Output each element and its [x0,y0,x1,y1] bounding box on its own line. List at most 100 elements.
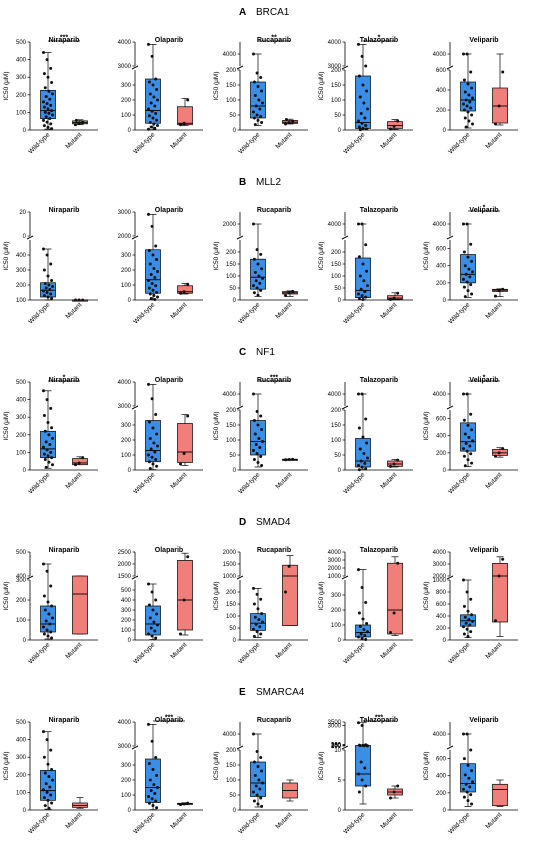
wildtype-point [463,773,467,777]
y-tick-label: 100 [121,628,132,634]
mutant-point [74,463,77,467]
wildtype-point [467,776,471,780]
y-tick-label: 0 [128,808,132,814]
panel-gene-brca1: BRCA1 [256,7,290,18]
y-tick-label: 4000 [118,720,132,726]
wildtype-point [51,463,54,467]
mutant-box [72,575,88,635]
subplot-e-niraparib: Niraparib 0 100 200 300 400 500 IC50 (μM) Wild-t… [3,717,98,836]
wildtype-point [156,124,159,127]
y-axis-label: IC50 (μM) [3,751,10,780]
wildtype-point [254,784,258,788]
wildtype-point [260,804,264,808]
wildtype-point [462,52,465,56]
wildtype-point [156,98,159,102]
wildtype-point [50,426,54,430]
y-tick-label: 4000 [223,732,237,738]
axis-break-mark [341,405,349,410]
subplot-e-rucaparib: Rucaparib 0 50 100 150 200 4000 IC50 (μM) Wild-t… [213,717,308,836]
y-tick-label: 0 [23,128,27,134]
wildtype-point [147,603,151,607]
wildtype-point [366,284,369,288]
wildtype-point [469,106,473,110]
wildtype-point [150,797,154,801]
wildtype-point [47,460,51,464]
y-tick-label: 0 [233,468,237,474]
subplot-b-olaparib: Olaparib 0 100 200 300 2000 3000 Wild-type Mutan… [118,207,203,326]
wildtype-point [357,635,360,639]
wildtype-category-label: Wild-type [27,301,51,325]
wildtype-point [45,253,49,257]
y-tick-label: 400 [16,398,27,404]
wildtype-point [463,295,467,299]
y-tick-label: 50 [229,793,236,799]
panel-gene-mll2: MLL2 [256,177,281,188]
wildtype-point [148,467,152,470]
wildtype-point [252,627,255,631]
wildtype-point [465,590,469,594]
y-axis-label: IC50 (μM) [3,581,10,610]
wildtype-category-label: Wild-type [342,471,366,495]
y-axis-label: IC50 (μM) [3,411,10,440]
wildtype-point [44,465,48,469]
wildtype-point [44,782,48,786]
y-tick-label: 400 [436,434,447,440]
axis-break-mark [131,405,139,410]
wildtype-point [150,109,154,113]
drug-title: Niraparib [49,377,80,384]
y-tick-label: 2000 [118,562,132,568]
drug-title: Veliparib [469,207,498,214]
y-tick-label: 1500 [223,562,237,568]
mutant-box [387,121,403,129]
y-axis-label: IC50 (μM) [318,581,325,610]
wildtype-point [149,125,153,129]
wildtype-point [151,426,155,430]
y-tick-label: 2000 [118,234,132,240]
wildtype-point [253,270,257,274]
wildtype-point [361,262,365,266]
wildtype-point [470,113,474,117]
y-tick-label: 300 [16,75,27,81]
y-tick-label: 100 [16,298,27,304]
wildtype-category-label: Wild-type [27,811,51,835]
wildtype-point [464,272,468,276]
wildtype-point [155,291,159,294]
mutant-point [284,122,287,126]
y-tick-label: 1000 [223,574,237,580]
mutant-category-label: Mutant [484,131,503,150]
wildtype-point [150,590,154,594]
y-tick-label: 100 [16,450,27,456]
wildtype-category-label: Wild-type [27,131,51,155]
wildtype-point [362,452,366,455]
wildtype-point [46,600,50,604]
wildtype-point [151,768,155,771]
wildtype-point [258,107,262,111]
y-tick-label: 0 [443,638,447,644]
wildtype-point [357,426,361,430]
wildtype-point [48,442,52,446]
wildtype-category-label: Wild-type [342,301,366,325]
wildtype-point [255,71,259,75]
drug-title: Olaparib [155,717,183,724]
wildtype-point [470,86,474,90]
mutant-point [389,298,392,302]
y-tick-label: 4000 [433,550,447,556]
wildtype-point [43,282,47,285]
panel-letter-e: E [239,687,246,698]
mutant-point [284,590,287,594]
wildtype-box [355,257,371,298]
mutant-point [287,564,291,568]
wildtype-point [42,289,45,293]
mutant-point [182,290,186,294]
wildtype-point [46,762,50,766]
y-tick-label: 150 [226,602,237,608]
y-tick-label: 200 [331,68,342,74]
wildtype-point [155,612,159,616]
wildtype-point [256,461,260,464]
y-tick-label: 4000 [433,52,447,58]
significance-label: ** [271,35,277,42]
wildtype-category-label: Wild-type [132,641,156,665]
mutant-point [392,124,396,128]
mutant-category-label: Mutant [64,641,83,660]
wildtype-point [469,242,473,246]
